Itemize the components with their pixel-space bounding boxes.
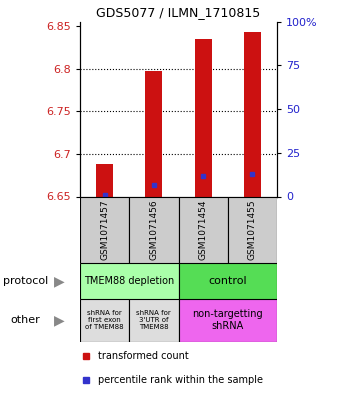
Text: GSM1071454: GSM1071454 bbox=[199, 200, 208, 260]
Text: transformed count: transformed count bbox=[98, 351, 188, 361]
FancyBboxPatch shape bbox=[80, 196, 129, 263]
Bar bbox=[244, 32, 261, 196]
Text: non-targetting
shRNA: non-targetting shRNA bbox=[192, 310, 263, 331]
Text: GSM1071455: GSM1071455 bbox=[248, 200, 257, 260]
Text: GSM1071457: GSM1071457 bbox=[100, 200, 109, 260]
FancyBboxPatch shape bbox=[129, 196, 178, 263]
Text: percentile rank within the sample: percentile rank within the sample bbox=[98, 375, 262, 385]
FancyBboxPatch shape bbox=[80, 263, 178, 299]
Text: ▶: ▶ bbox=[54, 313, 65, 327]
Text: shRNA for
3'UTR of
TMEM88: shRNA for 3'UTR of TMEM88 bbox=[136, 310, 171, 330]
Text: GSM1071456: GSM1071456 bbox=[149, 200, 158, 260]
Bar bbox=[96, 164, 113, 196]
FancyBboxPatch shape bbox=[178, 299, 277, 342]
FancyBboxPatch shape bbox=[129, 299, 178, 342]
FancyBboxPatch shape bbox=[80, 299, 129, 342]
Bar bbox=[145, 71, 163, 196]
Title: GDS5077 / ILMN_1710815: GDS5077 / ILMN_1710815 bbox=[96, 6, 261, 19]
Text: ▶: ▶ bbox=[54, 274, 65, 288]
FancyBboxPatch shape bbox=[178, 263, 277, 299]
Text: other: other bbox=[10, 315, 40, 325]
Bar bbox=[194, 39, 212, 197]
Text: control: control bbox=[208, 276, 247, 286]
FancyBboxPatch shape bbox=[228, 196, 277, 263]
Text: TMEM88 depletion: TMEM88 depletion bbox=[84, 276, 174, 286]
Text: protocol: protocol bbox=[3, 276, 49, 286]
Text: shRNA for
first exon
of TMEM88: shRNA for first exon of TMEM88 bbox=[85, 310, 124, 330]
FancyBboxPatch shape bbox=[178, 196, 228, 263]
